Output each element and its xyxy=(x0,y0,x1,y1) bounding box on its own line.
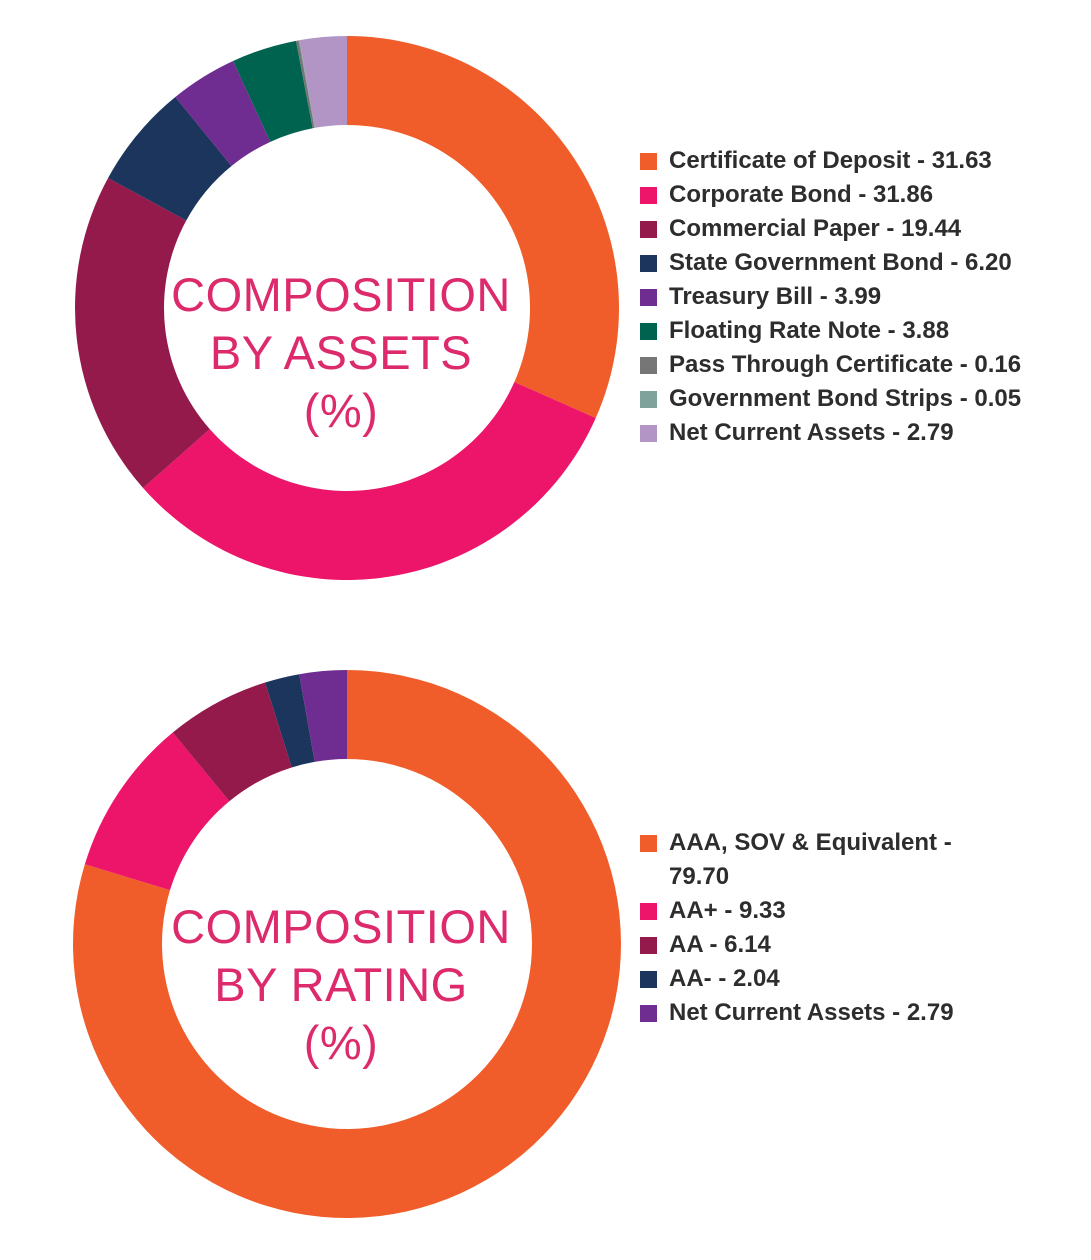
assets-title-line: BY ASSETS xyxy=(209,326,473,379)
rating-legend-label: Net Current Assets - 2.79 xyxy=(669,999,954,1026)
assets-legend-swatch xyxy=(640,187,657,204)
assets-legend-item: Certificate of Deposit - 31.63 xyxy=(640,144,1070,178)
rating-legend-label: AA+ - 9.33 xyxy=(669,897,786,924)
rating-legend-item: AA - 6.14 xyxy=(640,928,1070,962)
assets-legend-label: Net Current Assets - 2.79 xyxy=(669,419,954,446)
rating-legend-swatch xyxy=(640,903,657,920)
assets-legend-item: Pass Through Certificate - 0.16 xyxy=(640,348,1070,382)
assets-legend-swatch xyxy=(640,357,657,374)
assets-legend-item: Net Current Assets - 2.79 xyxy=(640,416,1070,450)
rating-title-line: (%) xyxy=(303,1016,379,1069)
assets-legend-swatch xyxy=(640,255,657,272)
composition-by-assets-donut xyxy=(75,36,619,580)
assets-legend-item: Government Bond Strips - 0.05 xyxy=(640,382,1070,416)
assets-slice-treasury-bill xyxy=(175,61,271,167)
rating-legend-label: AA- - 2.04 xyxy=(669,965,780,992)
assets-slice-floating-rate-note xyxy=(233,40,313,142)
rating-legend-swatch xyxy=(640,971,657,988)
rating-legend-item: Net Current Assets - 2.79 xyxy=(640,996,1070,1030)
rating-legend-label: AA - 6.14 xyxy=(669,931,771,958)
assets-slice-corporate-bond xyxy=(143,382,596,580)
assets-legend-swatch xyxy=(640,391,657,408)
assets-title-line: COMPOSITION xyxy=(171,268,511,321)
assets-legend-item: Treasury Bill - 3.99 xyxy=(640,280,1070,314)
assets-legend-swatch xyxy=(640,289,657,306)
assets-legend-label: Corporate Bond - 31.86 xyxy=(669,181,934,208)
assets-legend-item: State Government Bond - 6.20 xyxy=(640,246,1070,280)
rating-slice-aa xyxy=(265,674,315,768)
rating-legend-item: AA+ - 9.33 xyxy=(640,894,1070,928)
composition-by-assets-legend: Certificate of Deposit - 31.63 Corporate … xyxy=(640,144,1070,450)
composition-by-rating-legend: AAA, SOV & Equivalent - 79.70 AA+ - 9.33 A… xyxy=(640,826,1070,1030)
assets-title-line: (%) xyxy=(303,384,379,437)
assets-legend-item: Commercial Paper - 19.44 xyxy=(640,212,1070,246)
rating-title-line: BY RATING xyxy=(214,958,468,1011)
assets-legend-swatch xyxy=(640,153,657,170)
rating-slice-aa xyxy=(84,732,230,891)
rating-slice-net-current-assets xyxy=(299,670,347,762)
assets-legend-item: Floating Rate Note - 3.88 xyxy=(640,314,1070,348)
rating-slice-aa xyxy=(172,682,292,802)
assets-legend-label: Commercial Paper - 19.44 xyxy=(669,215,962,242)
assets-slice-state-government-bond xyxy=(108,97,232,221)
assets-legend-item: Corporate Bond - 31.86 xyxy=(640,178,1070,212)
assets-legend-label: Floating Rate Note - 3.88 xyxy=(669,317,950,344)
rating-legend-item: AAA, SOV & Equivalent - 79.70 xyxy=(640,826,999,894)
assets-legend-swatch xyxy=(640,323,657,340)
rating-legend-swatch xyxy=(640,1005,657,1022)
assets-slice-certificate-of-deposit xyxy=(347,36,619,419)
rating-legend-label: AAA, SOV & Equivalent - 79.70 xyxy=(669,829,952,890)
rating-legend-item: AA- - 2.04 xyxy=(640,962,1070,996)
assets-slice-commercial-paper xyxy=(75,178,210,489)
rating-title-line: COMPOSITION xyxy=(171,900,511,953)
assets-legend-swatch xyxy=(640,221,657,238)
assets-legend-label: State Government Bond - 6.20 xyxy=(669,249,1012,276)
assets-slice-government-bond-strips xyxy=(298,40,316,128)
assets-legend-label: Treasury Bill - 3.99 xyxy=(669,283,882,310)
assets-slice-net-current-assets xyxy=(299,36,347,128)
rating-legend-swatch xyxy=(640,835,657,852)
assets-slice-pass-through-certificate xyxy=(296,40,315,129)
rating-slice-aaa-sov-equivalent xyxy=(73,670,622,1218)
assets-legend-swatch xyxy=(640,425,657,442)
composition-by-rating-donut xyxy=(73,670,622,1218)
assets-legend-label: Government Bond Strips - 0.05 xyxy=(669,385,1022,412)
rating-legend-swatch xyxy=(640,937,657,954)
composition-by-assets-title: COMPOSITION BY ASSETS (%) xyxy=(141,266,541,440)
assets-legend-label: Certificate of Deposit - 31.63 xyxy=(669,147,992,174)
composition-by-rating-title: COMPOSITION BY RATING (%) xyxy=(141,898,541,1072)
assets-legend-label: Pass Through Certificate - 0.16 xyxy=(669,351,1022,378)
